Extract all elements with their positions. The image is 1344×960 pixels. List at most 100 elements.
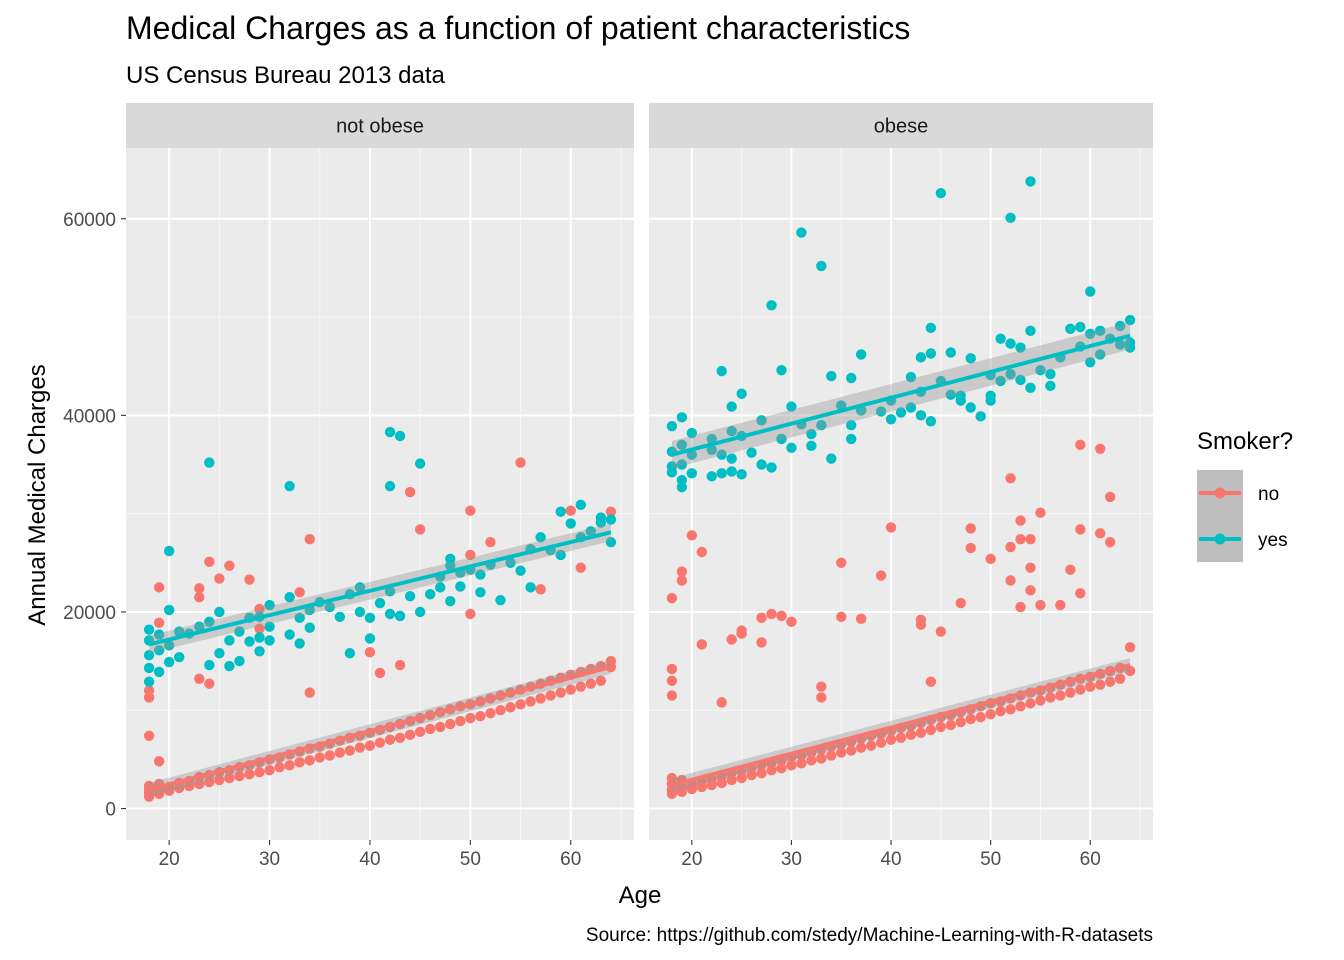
data-point-yes bbox=[384, 608, 396, 620]
data-point-no bbox=[1085, 681, 1096, 692]
data-point-yes bbox=[726, 401, 737, 412]
data-point-no bbox=[1095, 528, 1106, 539]
data-point-no bbox=[244, 574, 255, 585]
data-point-no bbox=[1005, 704, 1016, 715]
data-point-yes bbox=[686, 468, 698, 479]
data-point-yes bbox=[925, 348, 937, 359]
chart-subtitle: US Census Bureau 2013 data bbox=[126, 62, 446, 89]
trend-line-no bbox=[148, 665, 612, 792]
data-point-yes bbox=[855, 349, 867, 360]
data-point-no bbox=[865, 740, 877, 751]
data-point-no bbox=[855, 742, 867, 753]
data-point-no bbox=[915, 727, 927, 739]
data-point-yes bbox=[334, 611, 346, 623]
data-point-yes bbox=[965, 402, 976, 413]
data-point-no bbox=[374, 737, 386, 748]
data-point-no bbox=[565, 684, 576, 695]
data-point-no bbox=[935, 626, 947, 637]
data-point-yes bbox=[845, 419, 857, 431]
data-point-yes bbox=[585, 526, 597, 537]
legend-title: Smoker? bbox=[1197, 428, 1293, 455]
data-point-yes bbox=[324, 601, 336, 613]
data-point-yes bbox=[214, 648, 225, 659]
data-point-yes bbox=[716, 365, 727, 377]
data-point-no bbox=[294, 757, 305, 768]
data-point-yes bbox=[364, 633, 376, 644]
data-point-yes bbox=[726, 425, 737, 437]
data-point-no bbox=[836, 747, 847, 758]
data-point-no bbox=[535, 584, 546, 595]
data-point-yes bbox=[394, 610, 406, 622]
data-point-no bbox=[204, 556, 215, 568]
data-point-yes bbox=[1015, 342, 1026, 353]
data-point-no bbox=[294, 587, 305, 598]
data-point-yes bbox=[214, 606, 225, 618]
data-point-no bbox=[1075, 588, 1086, 599]
data-point-yes bbox=[845, 433, 857, 445]
data-point-no bbox=[985, 553, 996, 565]
data-point-yes bbox=[435, 582, 446, 593]
data-point-yes bbox=[1035, 364, 1046, 376]
data-point-no bbox=[143, 730, 155, 742]
data-point-no bbox=[334, 747, 346, 758]
data-point-no bbox=[1104, 536, 1116, 548]
data-point-yes bbox=[284, 629, 295, 640]
data-point-no bbox=[414, 524, 426, 535]
data-point-no bbox=[214, 573, 225, 584]
data-point-no bbox=[585, 678, 597, 689]
data-point-yes bbox=[1025, 176, 1036, 187]
data-point-no bbox=[1114, 673, 1126, 684]
data-point-yes bbox=[163, 656, 175, 668]
data-point-yes bbox=[995, 333, 1006, 344]
data-point-yes bbox=[174, 626, 185, 637]
data-point-no bbox=[1035, 507, 1046, 518]
data-point-no bbox=[885, 734, 897, 745]
data-point-no bbox=[925, 676, 937, 687]
data-point-yes bbox=[495, 594, 506, 606]
data-point-yes bbox=[766, 300, 777, 311]
data-point-no bbox=[716, 697, 727, 708]
data-point-no bbox=[394, 732, 406, 743]
data-point-no bbox=[1025, 698, 1036, 709]
data-point-yes bbox=[354, 582, 366, 593]
data-point-yes bbox=[796, 227, 807, 238]
data-point-no bbox=[1075, 684, 1086, 695]
data-point-yes bbox=[776, 433, 787, 445]
legend: Smoker? no yes bbox=[1197, 428, 1293, 562]
y-tick-label: 60000 bbox=[63, 210, 116, 231]
series-points-no bbox=[666, 439, 1136, 800]
data-point-yes bbox=[364, 612, 376, 624]
data-point-no bbox=[836, 557, 847, 569]
data-point-yes bbox=[143, 676, 155, 687]
data-point-yes bbox=[925, 322, 937, 334]
y-tick-label: 40000 bbox=[63, 406, 116, 427]
data-point-no bbox=[806, 755, 817, 766]
data-point-no bbox=[314, 752, 325, 763]
data-point-yes bbox=[1114, 339, 1126, 350]
data-point-no bbox=[575, 681, 586, 692]
data-point-no bbox=[1055, 690, 1066, 701]
data-point-yes bbox=[995, 375, 1006, 387]
data-point-no bbox=[945, 719, 957, 731]
data-point-no bbox=[244, 768, 255, 780]
facet-panels: not obese 20 30 40 50 60 obese 20 30 40 50 60 bbox=[126, 103, 1153, 870]
data-point-yes bbox=[163, 545, 175, 557]
data-point-no bbox=[1025, 534, 1036, 545]
facet-strip bbox=[126, 103, 634, 148]
data-point-no bbox=[995, 706, 1006, 717]
data-point-no bbox=[816, 692, 827, 703]
data-point-no bbox=[836, 611, 847, 623]
data-point-yes bbox=[294, 612, 305, 624]
legend-label-no: no bbox=[1258, 484, 1279, 505]
data-point-no bbox=[525, 696, 536, 707]
x-tick-label: 30 bbox=[259, 849, 280, 870]
data-point-no bbox=[435, 721, 446, 733]
data-point-yes bbox=[1124, 314, 1136, 326]
data-point-no bbox=[1065, 687, 1076, 698]
data-point-no bbox=[304, 534, 315, 545]
data-point-yes bbox=[394, 430, 406, 442]
x-tick-label: 20 bbox=[681, 849, 702, 870]
data-point-yes bbox=[414, 458, 426, 469]
data-point-no bbox=[234, 770, 245, 782]
data-point-yes bbox=[565, 518, 576, 529]
